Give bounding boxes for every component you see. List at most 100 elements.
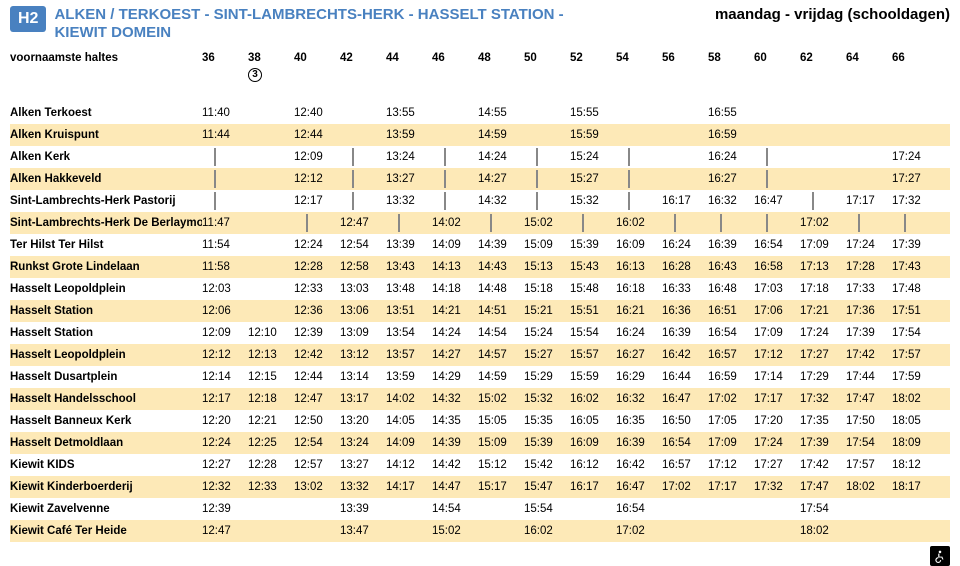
stop-name: Hasselt Banneux Kerk xyxy=(10,410,202,432)
time-cell xyxy=(432,124,478,146)
time-cell: 17:17 xyxy=(754,388,800,410)
table-row: Alken Kruispunt11:4412:4413:5914:5915:59… xyxy=(10,124,950,146)
time-cell xyxy=(524,190,570,212)
time-cell: 16:47 xyxy=(662,388,708,410)
time-cell xyxy=(754,168,800,190)
column-note xyxy=(202,66,248,82)
time-cell: 14:27 xyxy=(432,344,478,366)
time-cell: 15:29 xyxy=(524,366,570,388)
table-row: Hasselt Station12:0912:1012:3913:0913:54… xyxy=(10,322,950,344)
time-cell: 14:27 xyxy=(478,168,524,190)
time-cell: 16:24 xyxy=(708,146,754,168)
time-cell: 17:39 xyxy=(846,322,892,344)
time-cell: 17:02 xyxy=(662,476,708,498)
time-cell: 16:36 xyxy=(662,300,708,322)
time-cell: 17:54 xyxy=(800,498,846,520)
time-cell xyxy=(478,498,524,520)
time-cell: 12:39 xyxy=(202,498,248,520)
time-cell: 12:21 xyxy=(248,410,294,432)
time-cell: 14:51 xyxy=(478,300,524,322)
time-cell: 14:47 xyxy=(432,476,478,498)
time-cell: 17:18 xyxy=(800,278,846,300)
time-cell: 16:12 xyxy=(570,454,616,476)
table-row: Kiewit Zavelvenne12:3913:3914:5415:5416:… xyxy=(10,498,950,520)
stop-name: Kiewit KIDS xyxy=(10,454,202,476)
time-cell xyxy=(432,168,478,190)
time-cell: 12:44 xyxy=(294,124,340,146)
stop-name: Kiewit Zavelvenne xyxy=(10,498,202,520)
time-cell: 15:17 xyxy=(478,476,524,498)
time-cell: 12:28 xyxy=(294,256,340,278)
time-cell xyxy=(248,520,294,542)
stop-name: Sint-Lambrechts-Herk Pastorij xyxy=(10,190,202,212)
time-cell xyxy=(248,146,294,168)
time-cell: 18:02 xyxy=(800,520,846,542)
column-note xyxy=(754,66,800,82)
time-cell: 15:39 xyxy=(524,432,570,454)
time-cell: 17:27 xyxy=(800,344,846,366)
column-note xyxy=(294,66,340,82)
table-row: Alken Hakkeveld12:1213:2714:2715:2716:27… xyxy=(10,168,950,190)
time-cell: 17:51 xyxy=(892,300,938,322)
time-cell xyxy=(846,520,892,542)
time-cell: 12:17 xyxy=(202,388,248,410)
time-cell: 14:09 xyxy=(386,432,432,454)
time-cell: 13:59 xyxy=(386,366,432,388)
time-cell: 15:05 xyxy=(478,410,524,432)
column-note xyxy=(340,66,386,82)
time-cell: 16:17 xyxy=(662,190,708,212)
timetable-footer xyxy=(0,542,960,566)
time-cell: 18:02 xyxy=(846,476,892,498)
time-cell: 14:55 xyxy=(478,102,524,124)
column-note xyxy=(570,66,616,82)
time-cell: 16:09 xyxy=(616,234,662,256)
column-header: 38 xyxy=(248,52,294,64)
time-cell: 17:47 xyxy=(800,476,846,498)
time-cell: 17:17 xyxy=(846,190,892,212)
time-cell: 14:59 xyxy=(478,124,524,146)
time-cell xyxy=(248,168,294,190)
time-cell: 15:09 xyxy=(524,234,570,256)
table-row: Alken Terkoest11:4012:4013:5514:5515:551… xyxy=(10,102,950,124)
time-cell: 17:13 xyxy=(800,256,846,278)
time-cell xyxy=(800,146,846,168)
time-cell: 14:17 xyxy=(386,476,432,498)
time-cell: 16:47 xyxy=(754,190,800,212)
time-cell: 13:14 xyxy=(340,366,386,388)
time-cell: 17:02 xyxy=(616,520,662,542)
column-header: 48 xyxy=(478,52,524,64)
time-cell xyxy=(662,498,708,520)
time-cell xyxy=(800,190,846,212)
time-cell xyxy=(202,190,248,212)
time-cell xyxy=(754,146,800,168)
time-cell: 12:33 xyxy=(294,278,340,300)
column-note xyxy=(616,66,662,82)
time-cell: 17:32 xyxy=(800,388,846,410)
time-cell: 12:58 xyxy=(340,256,386,278)
time-cell xyxy=(708,212,754,234)
time-cell: 14:05 xyxy=(386,410,432,432)
time-cell: 16:21 xyxy=(616,300,662,322)
time-cell: 12:25 xyxy=(248,432,294,454)
time-cell: 12:18 xyxy=(248,388,294,410)
column-header: 60 xyxy=(754,52,800,64)
time-cell: 16:09 xyxy=(570,432,616,454)
time-cell: 12:50 xyxy=(294,410,340,432)
time-cell xyxy=(248,212,294,234)
time-cell: 15:54 xyxy=(524,498,570,520)
time-cell: 17:14 xyxy=(754,366,800,388)
time-cell xyxy=(892,124,938,146)
time-cell xyxy=(708,520,754,542)
time-cell: 17:59 xyxy=(892,366,938,388)
time-cell: 17:09 xyxy=(708,432,754,454)
table-row: Hasselt Handelsschool12:1712:1812:4713:1… xyxy=(10,388,950,410)
time-cell: 12:36 xyxy=(294,300,340,322)
time-cell xyxy=(524,168,570,190)
time-cell xyxy=(294,520,340,542)
column-note xyxy=(892,66,938,82)
time-cell: 16:44 xyxy=(662,366,708,388)
time-cell: 14:54 xyxy=(478,322,524,344)
route-title: ALKEN / TERKOEST - SINT-LAMBRECHTS-HERK … xyxy=(54,6,695,42)
time-cell: 13:43 xyxy=(386,256,432,278)
time-cell: 12:24 xyxy=(202,432,248,454)
